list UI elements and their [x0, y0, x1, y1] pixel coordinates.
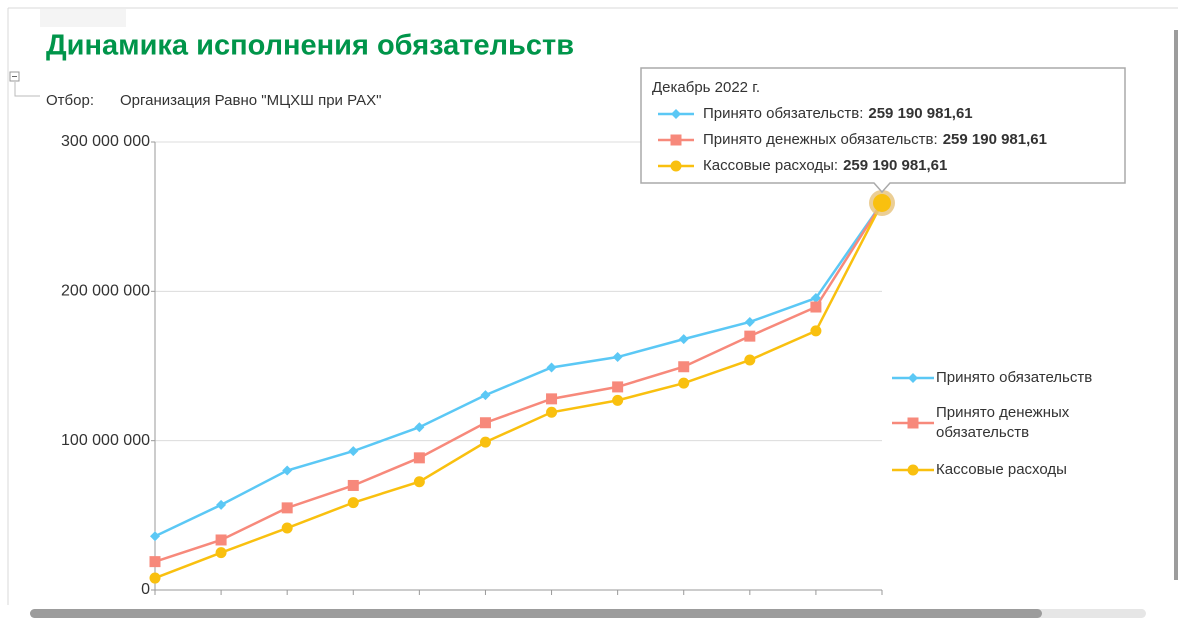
- legend-item: Кассовые расходы: [890, 460, 1136, 480]
- point: [281, 502, 293, 514]
- series-line: [154, 202, 884, 538]
- point: [546, 362, 557, 373]
- point: [413, 452, 425, 464]
- legend-marker: [907, 464, 919, 476]
- legend-swatch: [892, 373, 934, 383]
- point: [479, 417, 491, 429]
- tooltip-separator: :: [859, 105, 863, 122]
- point: [744, 330, 756, 342]
- point: [281, 522, 293, 534]
- point: [480, 390, 491, 401]
- point: [150, 531, 160, 542]
- filter-text: Организация Равно "МЦХШ при РАХ": [120, 92, 381, 109]
- y-tick-label: 300 000 000: [61, 133, 150, 150]
- point: [612, 352, 623, 363]
- point: [678, 334, 689, 345]
- group-line: [14, 82, 40, 97]
- point: [149, 556, 161, 568]
- legend-marker: [908, 373, 918, 383]
- point: [744, 316, 755, 327]
- legend-label: Принято обязательств: [936, 369, 1093, 386]
- highlight-point: [873, 193, 891, 212]
- tooltip-series-name: Кассовые расходы: [703, 157, 834, 174]
- tooltip-item: Кассовые расходы: 259 190 981,61: [703, 157, 947, 174]
- tooltip-item: Принято денежных обязательств: 259 190 98…: [703, 131, 1047, 148]
- point: [215, 534, 227, 546]
- tooltip-value: 259 190 981,61: [943, 131, 1047, 148]
- tooltip-series-name: Принято обязательств: [703, 105, 859, 122]
- legend-label: Принято денежных обязательств: [936, 404, 1070, 441]
- point: [810, 325, 822, 337]
- point: [671, 109, 681, 119]
- point: [810, 301, 822, 313]
- y-tick-label: 100 000 000: [61, 432, 150, 449]
- point: [810, 293, 821, 304]
- point: [347, 497, 359, 509]
- tooltip-value: 259 190 981,61: [843, 157, 947, 174]
- series-line: [154, 202, 884, 563]
- point: [347, 479, 359, 491]
- point: [546, 393, 558, 405]
- h-scroll-thumb[interactable]: [30, 609, 1042, 618]
- legend-swatch: [892, 464, 934, 476]
- point: [479, 436, 491, 448]
- legend-item: Принято денежных обязательств: [890, 403, 1096, 443]
- point: [612, 394, 624, 406]
- point: [744, 354, 756, 366]
- point: [678, 361, 690, 373]
- point: [215, 547, 227, 559]
- tooltip-separator: :: [834, 157, 838, 174]
- point: [282, 465, 293, 476]
- series-line: [154, 202, 884, 580]
- tooltip-series-name: Принято денежных обязательств: [703, 131, 934, 148]
- point: [678, 377, 690, 389]
- tooltip-box: [640, 67, 1126, 194]
- legend-swatch: [892, 417, 934, 429]
- tooltip-title: Декабрь 2022 г.: [652, 79, 760, 96]
- filter-label: Отбор:: [46, 92, 94, 109]
- tooltip-separator: :: [934, 131, 938, 148]
- legend-marker: [907, 417, 919, 429]
- page-title: Динамика исполнения обязательств: [46, 30, 574, 62]
- v-scroll-thumb[interactable]: [1174, 30, 1178, 580]
- point: [216, 499, 227, 510]
- point: [413, 476, 425, 488]
- point: [149, 572, 161, 584]
- legend-label: Кассовые расходы: [936, 461, 1067, 478]
- tooltip-item: Принято обязательств: 259 190 981,61: [703, 105, 973, 122]
- point: [670, 160, 682, 172]
- y-tick-label: 200 000 000: [61, 283, 150, 300]
- legend-item: Принято обязательств: [890, 368, 1136, 388]
- tab-placeholder: [40, 9, 126, 27]
- tooltip-value: 259 190 981,61: [868, 105, 972, 122]
- point: [348, 446, 359, 457]
- point: [546, 406, 558, 418]
- point: [414, 422, 425, 433]
- point: [670, 134, 682, 146]
- y-tick-label: 0: [141, 581, 150, 598]
- point: [612, 381, 624, 393]
